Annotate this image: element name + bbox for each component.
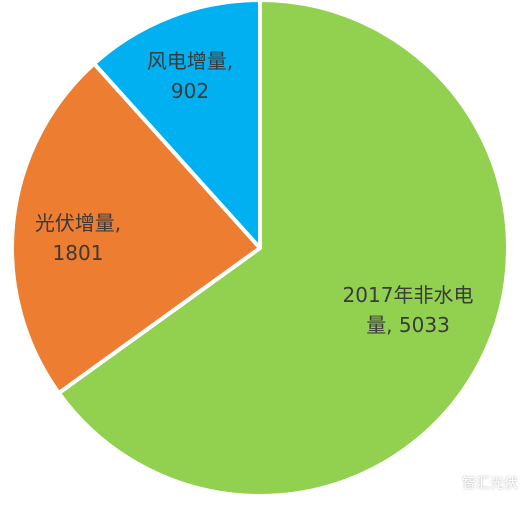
slice-label-2: 光伏增量, 1801 — [35, 211, 121, 265]
pie-slice-2 — [10, 61, 262, 396]
wechat-icon — [438, 475, 456, 490]
slice-label-1: 2017年非水电量, 5033 — [343, 283, 474, 337]
pie-slice-1 — [56, 0, 510, 498]
watermark: 智汇光伏 — [438, 473, 518, 493]
watermark-text: 智汇光伏 — [462, 476, 518, 492]
pie-slice-3 — [92, 0, 262, 250]
slice-label-3: 风电增量, 902 — [147, 49, 233, 103]
